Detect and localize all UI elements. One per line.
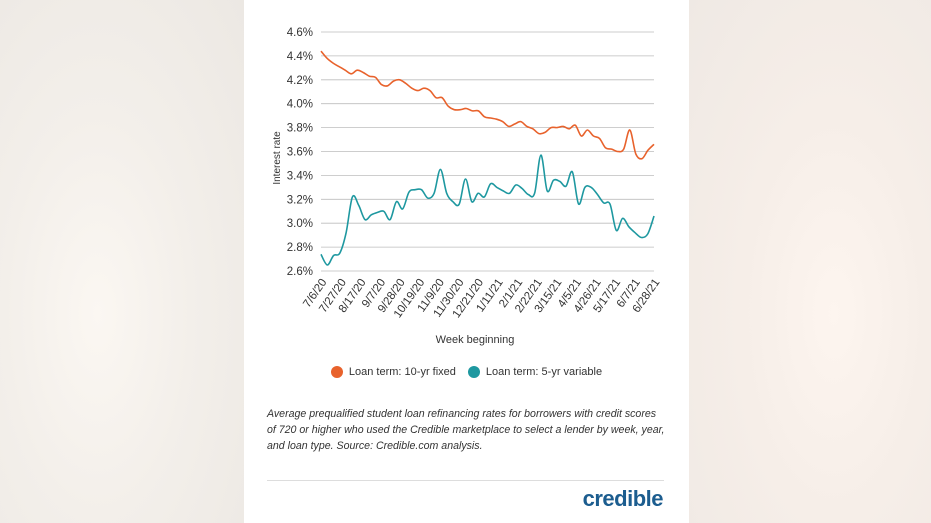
x-axis-ticks: 7/6/207/27/208/17/209/7/209/28/2010/19/2… [301,277,662,321]
y-tick-label: 3.2% [287,194,313,206]
legend-marker-10yr-fixed [330,366,343,378]
line-chart: 2.6% 2.8% 3.0% 3.2% 3.4% 3.6% 3.8% 4.0% 4.2% 4.4%… [272,27,662,346]
y-tick-label: 4.2% [287,75,313,87]
chart-card: 2.6% 2.8% 3.0% 3.2% 3.4% 3.6% 3.8% 4.0% 4.2% 4.4%… [244,0,689,523]
y-axis-label: Interest rate [272,131,283,185]
y-tick-label: 4.0% [287,99,313,111]
legend-marker-5yr-variable [467,366,480,378]
y-tick-label: 2.6% [287,266,313,278]
legend: Loan term: 10-yr fixed Loan term: 5-yr v… [244,366,689,378]
credible-logo: credible [582,486,664,511]
divider [267,480,664,481]
series-lines [320,50,655,266]
chart-caption: Average prequalified student loan refina… [267,408,665,452]
y-tick-label: 3.8% [287,123,313,135]
y-tick-label: 3.0% [287,218,313,230]
y-tick-label: 3.6% [287,147,313,159]
legend-label-5yr-variable: Loan term: 5-yr variable [485,366,603,378]
y-tick-label: 2.8% [287,242,313,254]
y-tick-label: 4.4% [287,51,313,63]
legend-item-5yr-variable: Loan term: 5-yr variable [467,366,603,378]
background-left [0,0,244,523]
legend-label-10yr-fixed: Loan term: 10-yr fixed [348,366,456,378]
background-right [689,0,931,523]
y-tick-label: 3.4% [287,170,313,182]
x-axis-label: Week beginning [436,334,515,346]
grid-lines [321,31,654,272]
series-line-5yr-variable [320,154,655,266]
y-tick-label: 4.6% [287,27,313,39]
series-line-10yr-fixed [320,50,655,160]
y-axis-ticks: 2.6% 2.8% 3.0% 3.2% 3.4% 3.6% 3.8% 4.0% 4.2% 4.4%… [287,27,313,278]
legend-item-10yr-fixed: Loan term: 10-yr fixed [330,366,456,378]
